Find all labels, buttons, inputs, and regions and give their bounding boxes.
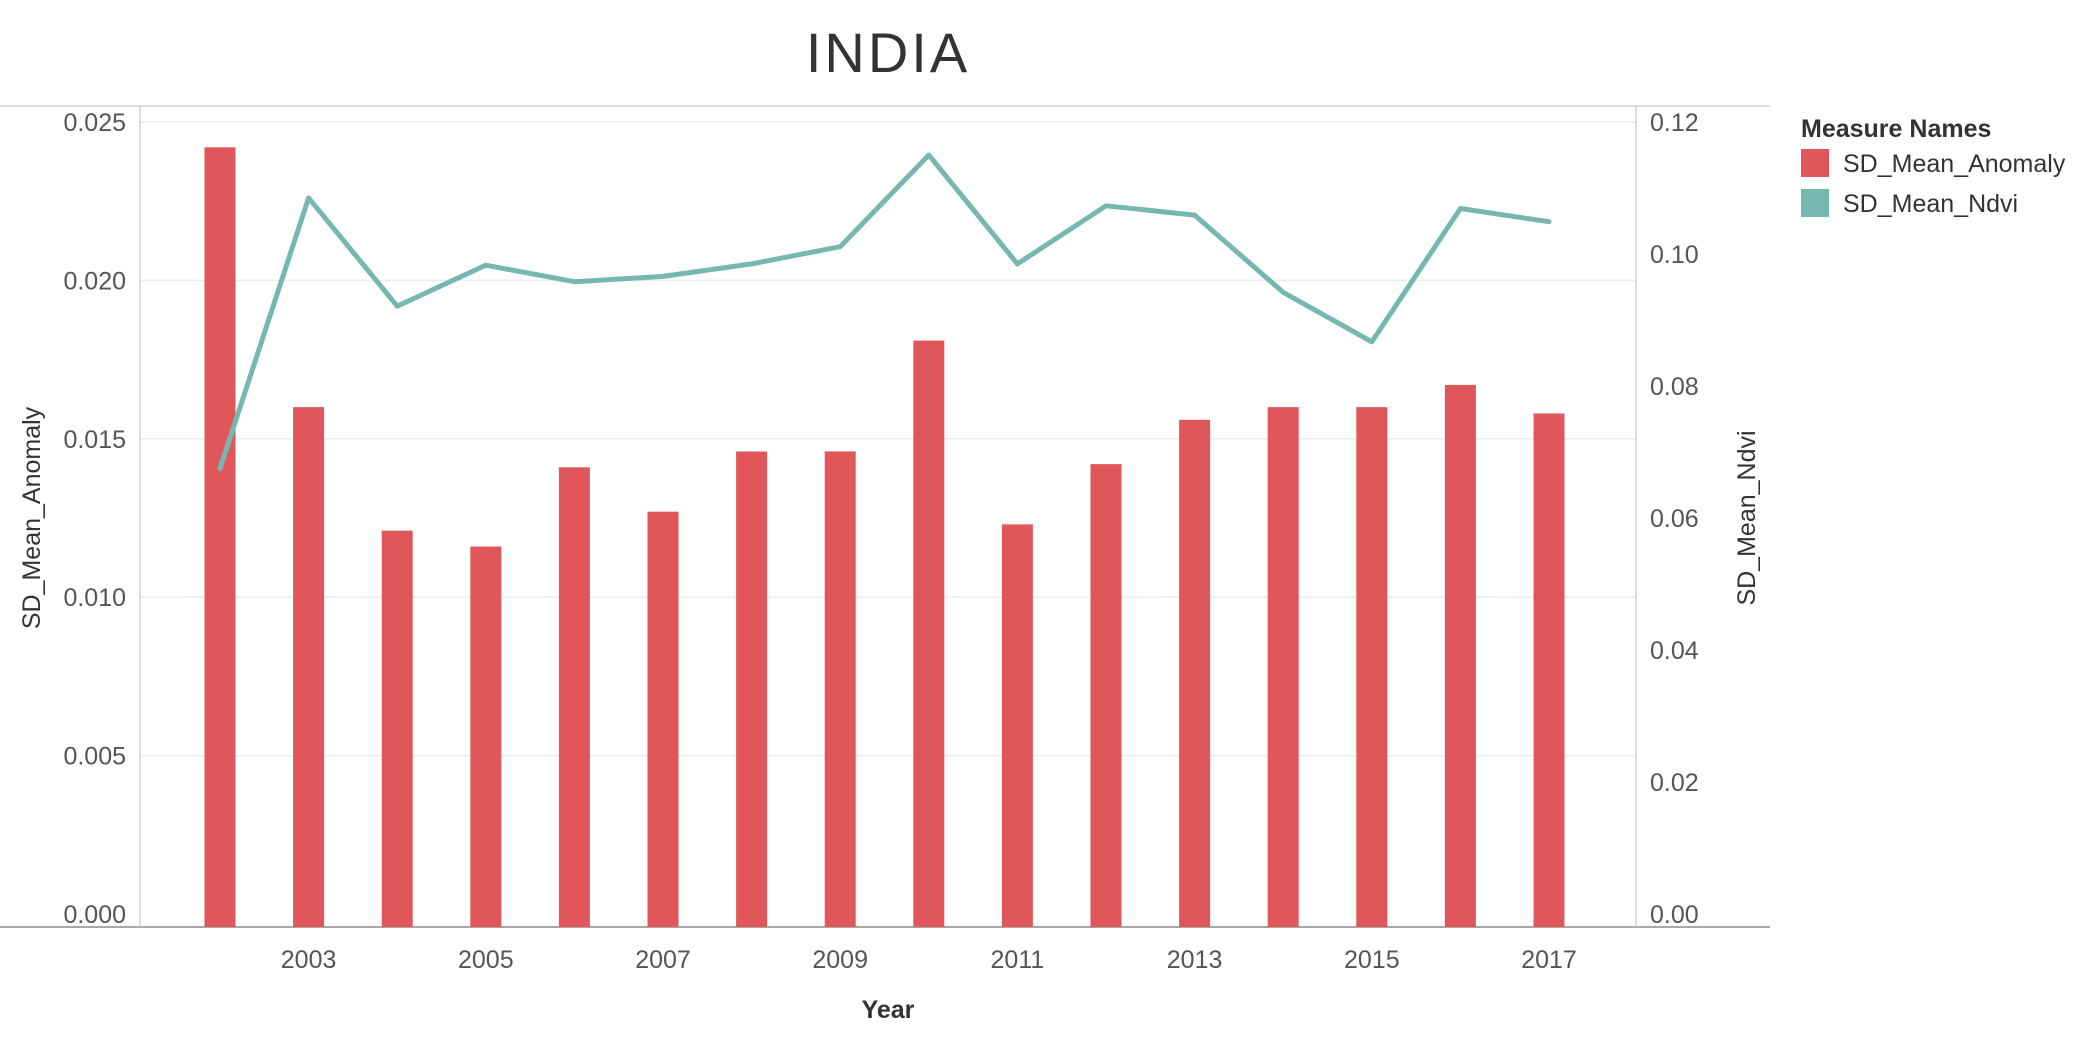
x-tick-label: 2009 [812, 946, 868, 974]
right-tick-label: 0.12 [1650, 109, 1699, 137]
right-tick-label: 0.10 [1650, 241, 1699, 269]
legend-swatch-ndvi [1801, 189, 1829, 217]
x-tick-label: 2015 [1344, 946, 1400, 974]
right-tick-label: 0.02 [1650, 769, 1699, 797]
bar-2013 [1179, 419, 1211, 927]
legend-label-ndvi: SD_Mean_Ndvi [1843, 190, 2018, 218]
bar-2015 [1356, 407, 1388, 927]
chart-title: INDIA [806, 21, 970, 84]
bar-2014 [1267, 407, 1299, 927]
gridlines [140, 121, 1636, 757]
right-tick-label: 0.04 [1650, 637, 1699, 665]
left-tick-label: 0.015 [63, 426, 126, 454]
right-axis-title: SD_Mean_Ndvi [1733, 430, 1761, 605]
legend-label-anomaly: SD_Mean_Anomaly [1843, 150, 2066, 178]
x-axis-title: Year [862, 996, 915, 1024]
x-tick-label: 2013 [1167, 946, 1223, 974]
right-tick-label: 0.00 [1650, 901, 1699, 929]
line-ndvi [217, 152, 1552, 471]
legend-title: Measure Names [1801, 115, 1991, 143]
bar-2008 [736, 451, 768, 927]
bar-2007 [647, 511, 679, 927]
x-tick-label: 2003 [281, 946, 337, 974]
plot-frame [0, 105, 1770, 928]
right-axis-ticks: 0.00 0.02 0.04 0.06 0.08 0.10 0.12 [1650, 109, 1699, 929]
left-axis-title: SD_Mean_Anomaly [18, 406, 46, 629]
left-tick-label: 0.000 [63, 901, 126, 929]
line-series [217, 152, 1552, 471]
x-axis-ticks: 2003 2005 2007 2009 2011 2013 2015 2017 [281, 946, 1577, 974]
bar-2006 [558, 467, 590, 927]
left-tick-label: 0.010 [63, 584, 126, 612]
bar-2005 [470, 546, 502, 927]
left-tick-label: 0.025 [63, 109, 126, 137]
x-tick-label: 2007 [635, 946, 691, 974]
left-tick-label: 0.005 [63, 743, 126, 771]
legend: Measure Names SD_Mean_Anomaly SD_Mean_Nd… [1801, 115, 2066, 218]
x-tick-label: 2017 [1521, 946, 1577, 974]
x-tick-label: 2005 [458, 946, 514, 974]
bar-2012 [1090, 464, 1122, 927]
left-axis-ticks: 0.000 0.005 0.010 0.015 0.020 0.025 [63, 109, 126, 929]
bar-2017 [1533, 413, 1565, 927]
left-tick-label: 0.020 [63, 267, 126, 295]
bar-series [204, 147, 1565, 928]
bar-2010 [913, 340, 945, 927]
bar-2009 [824, 451, 856, 927]
legend-swatch-anomaly [1801, 149, 1829, 177]
bar-2016 [1444, 384, 1476, 928]
bar-2003 [293, 407, 325, 927]
right-tick-label: 0.06 [1650, 505, 1699, 533]
bar-2011 [1001, 524, 1033, 927]
bar-2002 [204, 147, 236, 927]
right-tick-label: 0.08 [1650, 373, 1699, 401]
x-tick-label: 2011 [991, 946, 1045, 974]
bar-2004 [381, 530, 413, 927]
